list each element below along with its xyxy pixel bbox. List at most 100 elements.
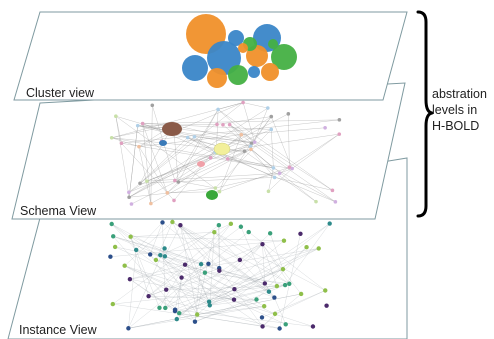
schema-edge bbox=[146, 173, 280, 182]
schema-node bbox=[150, 103, 155, 108]
instance-edge bbox=[174, 284, 286, 312]
instance-edge bbox=[112, 284, 286, 305]
schema-node bbox=[119, 141, 124, 146]
schema-edge bbox=[142, 123, 272, 130]
curly-brace bbox=[416, 10, 434, 218]
schema-class-node bbox=[162, 122, 182, 136]
instance-node bbox=[207, 303, 212, 308]
instance-edge bbox=[164, 256, 275, 298]
instance-node bbox=[282, 282, 288, 288]
instance-node bbox=[272, 311, 278, 317]
schema-edge bbox=[219, 167, 290, 192]
instance-edge bbox=[162, 222, 166, 308]
instance-edge bbox=[166, 285, 277, 290]
instance-node bbox=[158, 252, 163, 258]
instance-edge bbox=[148, 267, 220, 297]
instance-edge bbox=[164, 225, 181, 257]
instance-view-graph bbox=[108, 219, 332, 331]
instance-edge bbox=[172, 221, 240, 261]
instance-edge bbox=[160, 255, 182, 278]
instance-node bbox=[206, 299, 212, 304]
instance-edge bbox=[174, 277, 182, 312]
instance-edge bbox=[110, 240, 284, 257]
instance-edge bbox=[136, 249, 210, 306]
schema-node bbox=[213, 186, 218, 190]
instance-edge bbox=[209, 299, 257, 306]
schema-edge bbox=[274, 177, 333, 191]
annotation-line-3: H-BOLD bbox=[432, 119, 480, 133]
instance-edge bbox=[279, 233, 301, 329]
annotation-line-1: abstration bbox=[432, 87, 487, 101]
annotation-line-2: levels in bbox=[432, 103, 478, 117]
instance-edge bbox=[129, 264, 186, 280]
instance-edge bbox=[155, 259, 276, 315]
cluster-bubble bbox=[207, 68, 227, 88]
schema-node bbox=[137, 144, 141, 149]
instance-node bbox=[281, 238, 287, 243]
schema-edge bbox=[121, 143, 274, 169]
schema-edge bbox=[268, 167, 274, 192]
instance-node bbox=[146, 293, 151, 299]
instance-edge bbox=[214, 232, 326, 291]
instance-node bbox=[160, 220, 165, 225]
schema-node bbox=[140, 121, 145, 126]
instance-edge bbox=[129, 279, 176, 312]
cluster-view-label: Cluster view bbox=[26, 86, 95, 100]
instance-edge bbox=[112, 225, 219, 305]
schema-edge bbox=[271, 129, 274, 168]
schema-node bbox=[248, 144, 253, 149]
instance-node bbox=[182, 262, 188, 267]
schema-class-node bbox=[206, 190, 218, 200]
instance-edge bbox=[180, 225, 198, 315]
schema-edge bbox=[138, 146, 168, 193]
instance-edge bbox=[284, 223, 330, 286]
schema-node bbox=[286, 112, 291, 116]
schema-node bbox=[217, 189, 222, 194]
instance-edge bbox=[248, 231, 326, 291]
instance-node bbox=[254, 297, 259, 302]
instance-node bbox=[198, 261, 204, 267]
schema-edge bbox=[111, 137, 274, 169]
instance-node bbox=[287, 281, 292, 286]
instance-edge bbox=[240, 226, 270, 292]
instance-edge bbox=[165, 244, 263, 309]
instance-node bbox=[178, 222, 183, 228]
schema-node bbox=[323, 125, 327, 130]
instance-node bbox=[259, 315, 265, 320]
instance-node bbox=[108, 254, 113, 259]
schema-node bbox=[287, 165, 292, 170]
instance-node bbox=[266, 289, 272, 294]
instance-edge bbox=[262, 293, 302, 327]
schema-class-node bbox=[197, 161, 205, 167]
instance-edge bbox=[155, 259, 277, 287]
instance-edge bbox=[172, 221, 270, 292]
schema-node bbox=[185, 135, 190, 140]
instance-node bbox=[109, 221, 114, 227]
schema-edge bbox=[242, 102, 255, 143]
schema-node bbox=[249, 147, 253, 152]
schema-node bbox=[337, 118, 342, 122]
instance-edge bbox=[129, 248, 319, 280]
schema-node bbox=[239, 132, 244, 137]
schema-edge bbox=[140, 177, 275, 184]
schema-edge bbox=[229, 124, 275, 178]
instance-view-label: Instance View bbox=[19, 323, 98, 337]
schema-node bbox=[172, 198, 176, 203]
instance-edge bbox=[164, 256, 235, 290]
schema-edge bbox=[273, 167, 336, 203]
instance-edge bbox=[194, 264, 202, 322]
instance-edge bbox=[194, 299, 257, 322]
instance-node bbox=[231, 297, 237, 302]
schema-edge bbox=[194, 136, 217, 154]
instance-edge bbox=[262, 244, 278, 287]
instance-node bbox=[206, 261, 211, 267]
instance-node bbox=[126, 326, 131, 331]
cluster-bubble bbox=[228, 65, 248, 85]
schema-node bbox=[176, 180, 181, 184]
schema-edge bbox=[292, 133, 340, 169]
instance-node bbox=[267, 231, 273, 236]
instance-node bbox=[170, 219, 175, 225]
schema-edge bbox=[137, 125, 219, 147]
schema-node bbox=[265, 106, 270, 110]
